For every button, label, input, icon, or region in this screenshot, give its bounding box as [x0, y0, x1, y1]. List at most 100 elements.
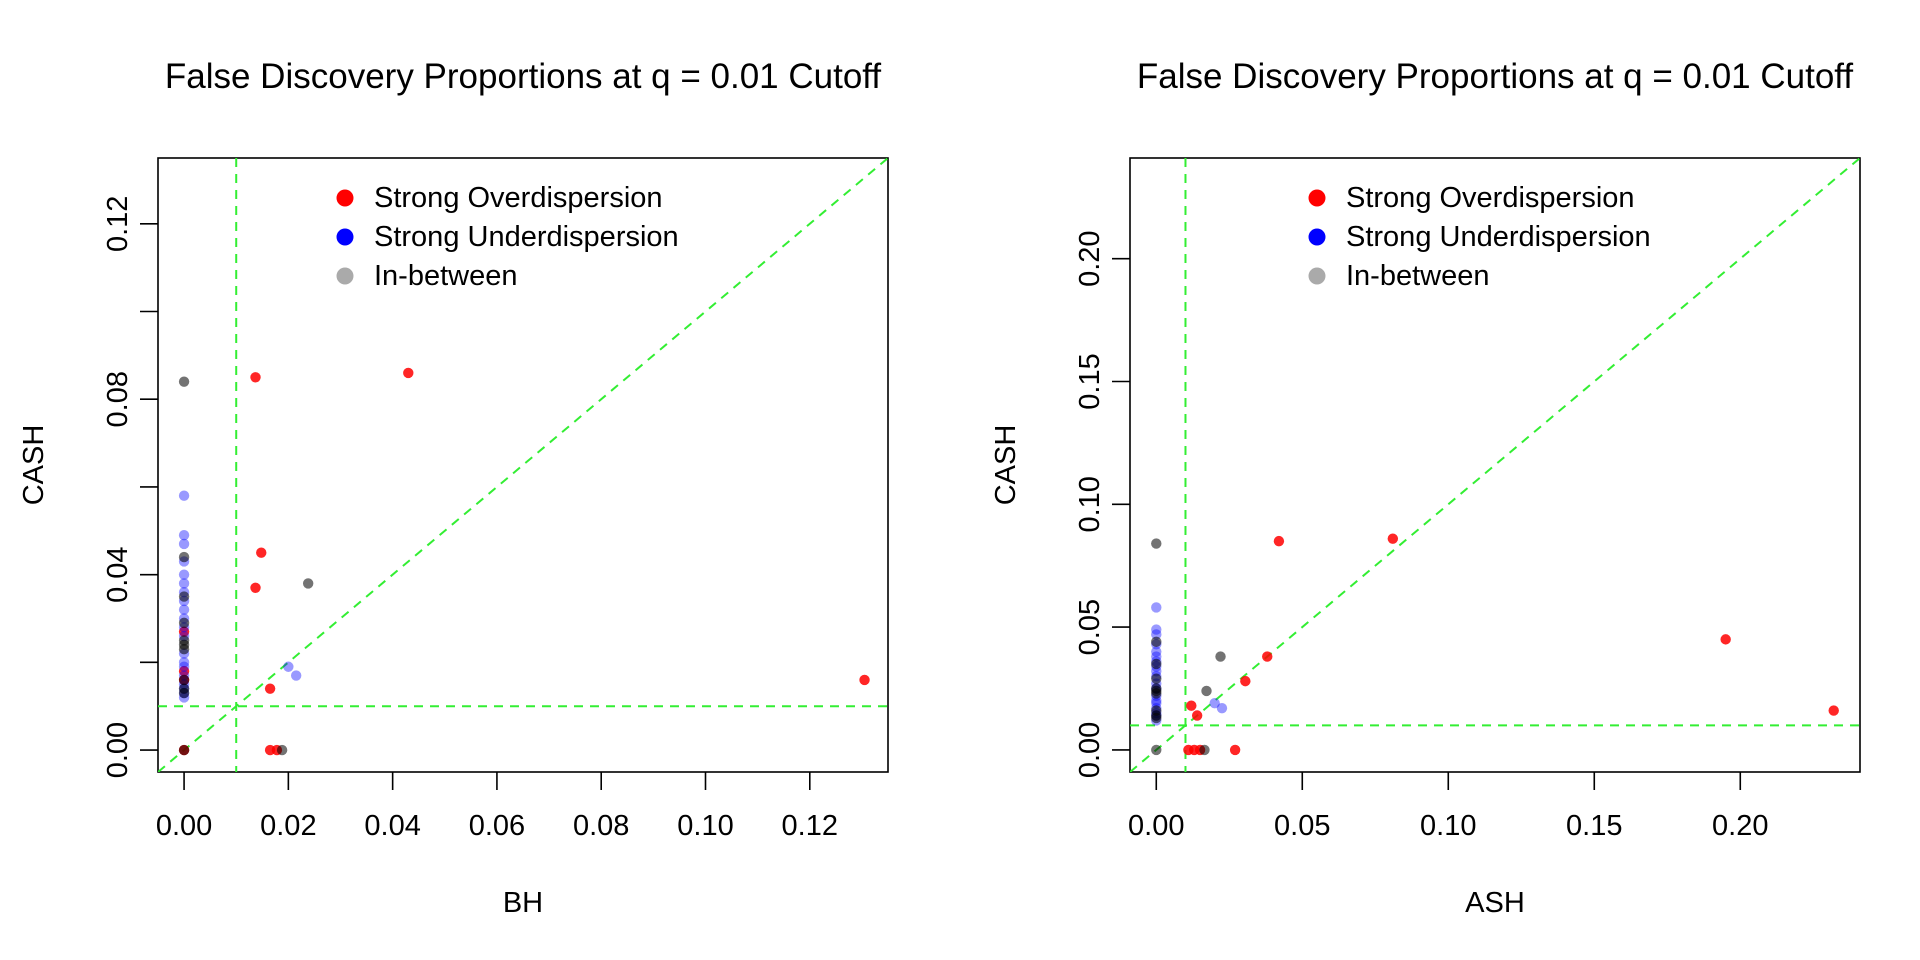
- y-tick-label: 0.10: [1074, 476, 1106, 532]
- data-point: [178, 657, 190, 668]
- series-underdispersion: [178, 490, 302, 703]
- data-point: [178, 591, 190, 602]
- data-point: [178, 578, 190, 589]
- legend-marker: [336, 267, 354, 285]
- y-tick-label: 0.20: [1074, 230, 1106, 286]
- data-point: [178, 674, 190, 686]
- legend-marker: [1308, 189, 1326, 207]
- data-point: [1151, 698, 1162, 709]
- data-point: [178, 617, 190, 629]
- y-tick-label: 0.08: [102, 371, 134, 427]
- data-point: [178, 661, 190, 672]
- data-point: [1151, 673, 1162, 684]
- x-tick-label: 0.05: [1274, 810, 1330, 842]
- series-inbetween: [1151, 538, 1226, 756]
- x-tick-label: 0.10: [677, 810, 733, 842]
- x-tick-label: 0.00: [156, 810, 212, 842]
- data-point: [1151, 688, 1162, 699]
- y-tick-label: 0.05: [1074, 599, 1106, 655]
- y-tick-label: 0.00: [102, 722, 134, 778]
- chart-title: False Discovery Proportions at q = 0.01 …: [1137, 57, 1854, 96]
- y-tick-label: 0.00: [1074, 722, 1106, 778]
- reference-lines: [158, 158, 888, 772]
- x-tick-label: 0.15: [1566, 810, 1622, 842]
- data-point: [276, 744, 288, 756]
- data-point: [178, 529, 190, 541]
- data-point: [178, 626, 190, 637]
- x-tick-label: 0.20: [1712, 810, 1768, 842]
- data-point: [859, 674, 870, 686]
- x-tick-label: 0.12: [782, 810, 838, 842]
- data-point: [1151, 602, 1162, 613]
- data-point: [178, 376, 190, 387]
- series-overdispersion: [1183, 533, 1839, 756]
- data-point: [1828, 705, 1839, 716]
- data-point: [1151, 744, 1162, 756]
- data-point: [178, 604, 190, 615]
- legend-label: In-between: [374, 260, 518, 292]
- data-point: [250, 372, 261, 383]
- data-point: [178, 569, 190, 580]
- data-point: [1387, 533, 1399, 544]
- data-point: [1209, 698, 1220, 709]
- data-point: [1229, 744, 1241, 756]
- x-axis-label: ASH: [1465, 887, 1525, 919]
- plot-frame: [157, 157, 889, 773]
- chart-title: False Discovery Proportions at q = 0.01 …: [165, 57, 882, 96]
- data-point: [1151, 695, 1162, 706]
- data-point: [1151, 624, 1162, 635]
- x-axis-label: BH: [503, 887, 543, 919]
- x-tick-label: 0.10: [1420, 810, 1476, 842]
- legend-label: Strong Overdispersion: [1346, 182, 1635, 214]
- x-tick-label: 0.04: [364, 810, 420, 842]
- data-point: [178, 551, 190, 563]
- data-point: [1151, 629, 1162, 640]
- data-point: [250, 582, 261, 593]
- x-tick-label: 0.08: [573, 810, 629, 842]
- legend-label: Strong Underdispersion: [1346, 221, 1651, 253]
- series-inbetween: [178, 376, 314, 756]
- legend-label: Strong Overdispersion: [374, 182, 663, 214]
- data-point: [1262, 651, 1273, 662]
- data-point: [178, 644, 190, 655]
- data-point: [1151, 666, 1162, 677]
- data-point: [1151, 636, 1162, 648]
- y-tick-label: 0.15: [1074, 353, 1106, 409]
- data-point: [178, 687, 190, 699]
- legend-marker: [336, 228, 354, 246]
- data-point: [256, 547, 267, 558]
- data-point: [1191, 710, 1203, 721]
- y-tick-label: 0.04: [102, 546, 134, 602]
- y-axis-label: CASH: [18, 425, 50, 506]
- x-tick-label: 0.00: [1128, 810, 1184, 842]
- legend: Strong Overdispersion Strong Underdispers…: [1308, 182, 1651, 292]
- data-point: [302, 578, 314, 589]
- data-point: [1199, 744, 1210, 756]
- data-point: [283, 661, 294, 672]
- y-axis-label: CASH: [990, 425, 1022, 506]
- data-point: [264, 683, 276, 694]
- data-point: [1720, 634, 1731, 645]
- data-point: [1151, 651, 1162, 662]
- y-tick-label: 0.12: [102, 196, 134, 252]
- x-tick-label: 0.06: [469, 810, 525, 842]
- legend-label: In-between: [1346, 260, 1490, 292]
- data-point: [1201, 685, 1212, 697]
- legend-marker: [1308, 267, 1326, 285]
- plot-frame: [1129, 157, 1861, 773]
- chart-panel-2: False Discovery Proportions at q = 0.01 …: [990, 57, 1861, 919]
- data-point: [178, 490, 190, 501]
- x-tick-label: 0.02: [260, 810, 316, 842]
- data-point: [1240, 675, 1251, 687]
- legend: Strong Overdispersion Strong Underdispers…: [336, 182, 679, 292]
- data-point: [290, 670, 302, 681]
- data-point: [1216, 702, 1228, 714]
- reference-lines: [1130, 158, 1860, 772]
- data-point: [178, 538, 190, 550]
- series-overdispersion: [178, 367, 870, 756]
- data-point: [1151, 712, 1162, 724]
- legend-label: Strong Underdispersion: [374, 221, 679, 253]
- data-point: [1151, 538, 1162, 549]
- data-point: [178, 665, 190, 677]
